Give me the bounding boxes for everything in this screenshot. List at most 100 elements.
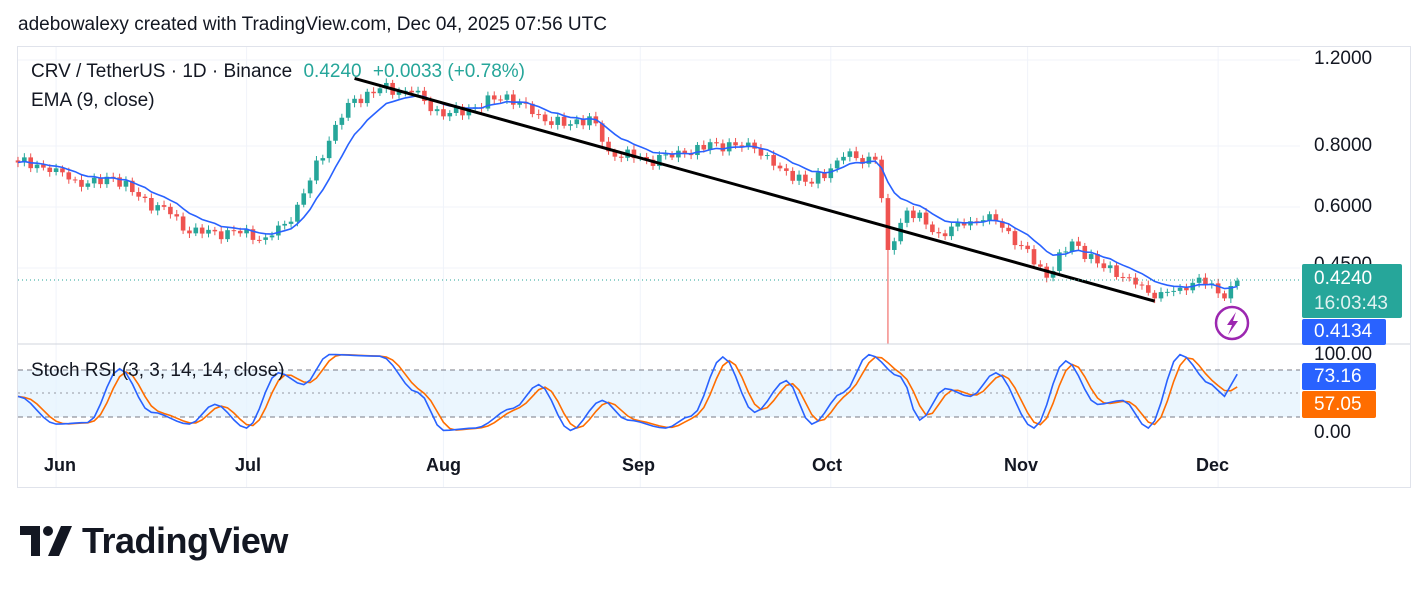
candle-body — [999, 221, 1005, 228]
candle-body — [682, 150, 688, 155]
chart-frame[interactable] — [17, 46, 1411, 488]
stoch-k-tag: 73.16 — [1302, 363, 1376, 390]
candle-body — [1031, 249, 1037, 265]
candle-body — [549, 121, 554, 125]
candle-body — [22, 157, 27, 163]
candle-body — [663, 154, 668, 156]
stoch-rsi-label[interactable]: Stoch RSI (3, 3, 14, 14, close) — [31, 360, 285, 381]
candle-body — [1012, 231, 1018, 246]
candle-body — [511, 94, 516, 105]
candle-body — [1038, 264, 1043, 267]
candle-body — [60, 168, 65, 173]
stoch-k-line — [17, 353, 1238, 432]
candle-body — [295, 204, 300, 222]
symbol-legend[interactable]: CRV / TetherUS · 1D · Binance 0.4240 +0.… — [31, 61, 525, 83]
stoch-d-tag: 57.05 — [1302, 391, 1376, 418]
candle-body — [155, 205, 160, 211]
candle-body — [396, 91, 402, 95]
time-axis-label: Dec — [1196, 455, 1230, 475]
candle-body — [326, 140, 332, 159]
candle-body — [917, 212, 922, 219]
candle-body — [1152, 292, 1157, 299]
candle-body — [187, 230, 192, 234]
candle-body — [466, 108, 472, 116]
candle-body — [822, 172, 827, 179]
candle-body — [244, 229, 249, 234]
candle-body — [441, 109, 446, 117]
candle-body — [1133, 277, 1138, 285]
candle-body — [1196, 277, 1202, 283]
time-axis-label: Aug — [426, 455, 461, 475]
candle-body — [688, 154, 694, 156]
candle-body — [85, 183, 91, 187]
candle-body — [1171, 290, 1176, 292]
candle-body — [809, 181, 815, 184]
candle-body — [47, 167, 53, 173]
candle-body — [345, 102, 351, 118]
candle-body — [733, 142, 738, 146]
candle-body — [923, 212, 929, 225]
chart-caption: adebowalexy created with TradingView.com… — [18, 14, 607, 35]
candle-body — [657, 154, 662, 166]
candle-body — [333, 124, 338, 141]
candle-body — [498, 99, 503, 101]
tradingview-logo[interactable]: TradingView — [20, 520, 288, 562]
candle-body — [866, 156, 872, 164]
candle-body — [993, 214, 999, 222]
candle-body — [34, 164, 40, 169]
candle-body — [358, 98, 364, 104]
candle-body — [1222, 293, 1227, 299]
candle-body — [771, 155, 776, 166]
candle-body — [257, 239, 262, 241]
candle-body — [618, 156, 624, 158]
candle-body — [631, 149, 637, 159]
candle-body — [161, 205, 167, 207]
candle-body — [1076, 241, 1081, 246]
candle-body — [745, 142, 751, 148]
candle-body — [53, 168, 59, 173]
candle-body — [530, 103, 535, 115]
candle-body — [130, 180, 135, 193]
candle-body — [714, 142, 719, 144]
candles — [15, 78, 1240, 344]
candle-body — [517, 101, 522, 105]
candle-body — [237, 230, 243, 234]
last-price-value: 0.4240 — [1314, 268, 1373, 289]
candle-body — [1025, 245, 1030, 250]
time-axis-label: Oct — [812, 455, 843, 475]
candle-body — [980, 220, 986, 223]
candle-body — [701, 144, 707, 150]
candle-body — [1146, 285, 1151, 293]
candle-body — [942, 233, 948, 237]
candle-body — [1184, 287, 1189, 291]
candle-body — [1063, 251, 1069, 253]
candle-body — [314, 160, 319, 181]
candle-body — [339, 117, 345, 125]
candle-body — [580, 119, 586, 126]
candle-body — [860, 158, 865, 164]
candle-body — [1006, 227, 1011, 232]
stoch-axis-label: 0.00 — [1314, 422, 1351, 443]
candle-body — [669, 154, 675, 158]
candle-body — [1057, 252, 1062, 271]
candle-body — [879, 159, 884, 199]
candle-body — [587, 116, 592, 126]
candle-body — [1095, 254, 1100, 264]
stoch-axis-label: 100.00 — [1314, 344, 1373, 365]
candle-body — [352, 98, 357, 103]
candle-body — [199, 227, 205, 234]
candle-body — [1088, 254, 1094, 259]
candle-body — [542, 114, 548, 122]
candle-body — [1139, 284, 1145, 286]
legend-price: 0.4240 — [303, 61, 362, 82]
candle-body — [377, 88, 383, 94]
candle-body — [695, 144, 700, 156]
ema-indicator-label[interactable]: EMA (9, close) — [31, 90, 155, 111]
candle-body — [180, 216, 186, 231]
candle-body — [765, 155, 770, 157]
candle-body — [371, 91, 376, 94]
candle-body — [453, 106, 459, 113]
candle-body — [574, 119, 580, 125]
candle-body — [225, 230, 230, 240]
